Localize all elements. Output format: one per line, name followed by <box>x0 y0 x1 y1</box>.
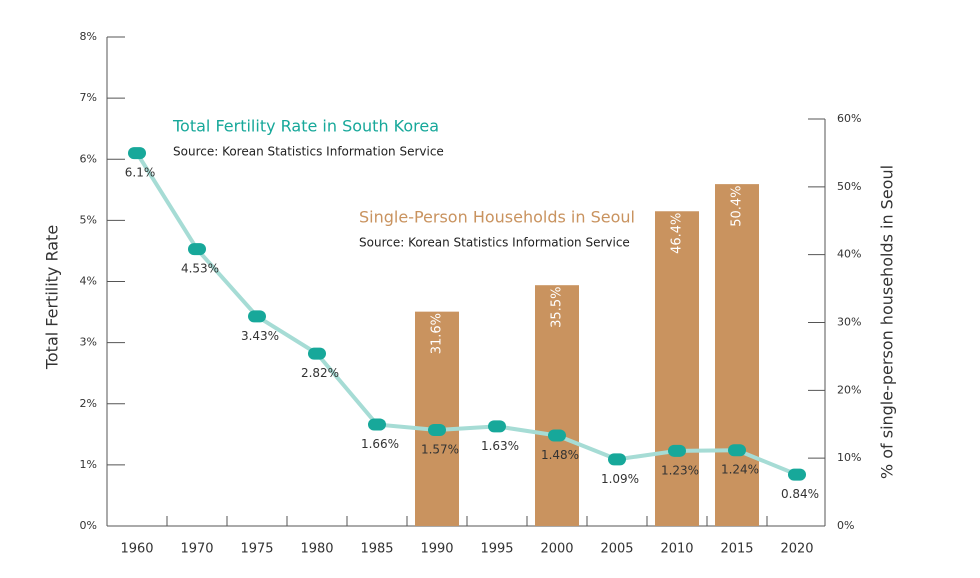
point-value-label: 6.1% <box>125 166 156 180</box>
y-tick-label: 4% <box>80 275 97 288</box>
bar <box>415 311 459 526</box>
y-tick-label: 1% <box>80 458 97 471</box>
y-tick-label: 7% <box>80 91 97 104</box>
line-marker <box>608 453 626 466</box>
y-tick-label: 8% <box>80 30 97 43</box>
y2-tick-label: 40% <box>837 248 861 261</box>
line-marker <box>308 347 326 360</box>
point-value-label: 1.57% <box>421 443 459 457</box>
point-value-label: 4.53% <box>181 262 219 276</box>
y2-axis-title: % of single-person households in Seoul <box>878 165 897 479</box>
bar <box>655 211 699 526</box>
point-value-label: 2.82% <box>301 366 339 380</box>
line-marker <box>668 444 686 457</box>
point-value-label: 1.66% <box>361 437 399 451</box>
x-tick-label: 2005 <box>600 542 633 557</box>
legend-title: Total Fertility Rate in South Korea <box>172 117 439 136</box>
y-axis-title: Total Fertility Rate <box>43 225 62 370</box>
y-tick-label: 5% <box>80 213 97 226</box>
y2-tick-label: 0% <box>837 519 854 532</box>
line-marker <box>188 243 206 256</box>
bar-value-label: 46.4% <box>670 213 685 254</box>
legend-source: Source: Korean Statistics Information Se… <box>173 145 444 159</box>
line <box>135 152 798 477</box>
line-marker <box>428 424 446 437</box>
point-value-label: 1.63% <box>481 439 519 453</box>
line-marker <box>728 444 746 457</box>
line-marker <box>788 468 806 481</box>
x-tick-label: 1985 <box>360 542 393 557</box>
x-tick-label: 1975 <box>240 542 273 557</box>
line-marker <box>248 310 266 323</box>
bar <box>715 184 759 526</box>
x-tick-label: 1995 <box>480 542 513 557</box>
point-value-label: 1.24% <box>721 463 759 477</box>
point-value-label: 3.43% <box>241 329 279 343</box>
x-tick-label: 1990 <box>420 542 453 557</box>
point-value-label: 1.48% <box>541 448 579 462</box>
x-tick-label: 2000 <box>540 542 573 557</box>
y-tick-label: 6% <box>80 152 97 165</box>
y-tick-label: 2% <box>80 397 97 410</box>
point-value-label: 1.09% <box>601 472 639 486</box>
x-tick-label: 1980 <box>300 542 333 557</box>
x-tick-label: 2010 <box>660 542 693 557</box>
line-marker <box>488 420 506 433</box>
point-value-label: 0.84% <box>781 487 819 501</box>
x-tick-label: 1970 <box>180 542 213 557</box>
y2-tick-label: 30% <box>837 316 861 329</box>
legend-title: Single-Person Households in Seoul <box>359 208 635 227</box>
bar-value-label: 50.4% <box>730 185 745 226</box>
x-tick-label: 1960 <box>120 542 153 557</box>
line-marker <box>548 429 566 442</box>
bar <box>535 285 579 526</box>
y2-tick-label: 60% <box>837 112 861 125</box>
line-marker <box>368 418 386 431</box>
bar-value-label: 35.5% <box>550 287 565 328</box>
legend-source: Source: Korean Statistics Information Se… <box>359 236 630 250</box>
point-value-label: 1.23% <box>661 463 699 477</box>
x-tick-label: 2020 <box>780 542 813 557</box>
bar-value-label: 31.6% <box>430 313 445 354</box>
y-tick-label: 0% <box>80 519 97 532</box>
y2-tick-label: 20% <box>837 383 861 396</box>
x-tick-label: 2015 <box>720 542 753 557</box>
y-tick-label: 3% <box>80 336 97 349</box>
line-marker <box>128 147 146 160</box>
y2-tick-label: 10% <box>837 451 861 464</box>
y2-tick-label: 50% <box>837 180 861 193</box>
